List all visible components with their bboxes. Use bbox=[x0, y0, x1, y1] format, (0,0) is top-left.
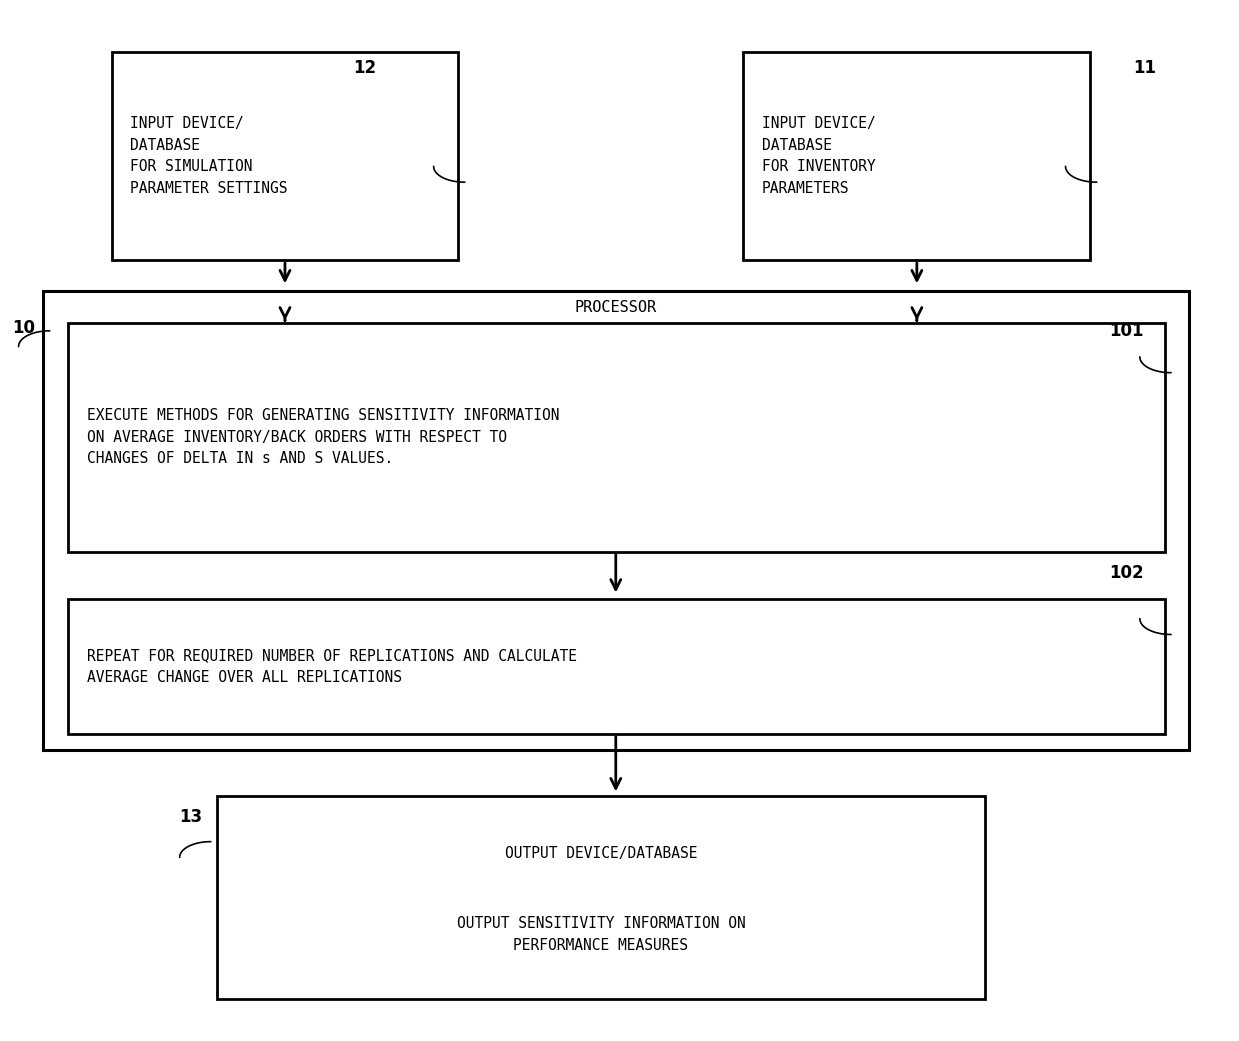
Text: OUTPUT SENSITIVITY INFORMATION ON
PERFORMANCE MEASURES: OUTPUT SENSITIVITY INFORMATION ON PERFOR… bbox=[456, 916, 746, 953]
Text: OUTPUT DEVICE/DATABASE: OUTPUT DEVICE/DATABASE bbox=[504, 845, 698, 861]
Bar bbox=[217, 796, 985, 999]
Text: INPUT DEVICE/
DATABASE
FOR INVENTORY
PARAMETERS: INPUT DEVICE/ DATABASE FOR INVENTORY PAR… bbox=[762, 117, 876, 196]
Bar bbox=[43, 291, 1189, 750]
Text: PROCESSOR: PROCESSOR bbox=[575, 300, 657, 314]
Text: 12: 12 bbox=[353, 58, 377, 77]
Text: 101: 101 bbox=[1109, 322, 1144, 340]
Text: EXECUTE METHODS FOR GENERATING SENSITIVITY INFORMATION
ON AVERAGE INVENTORY/BACK: EXECUTE METHODS FOR GENERATING SENSITIVI… bbox=[87, 408, 559, 466]
Text: 13: 13 bbox=[180, 808, 203, 827]
Bar bbox=[743, 52, 1090, 260]
Text: 10: 10 bbox=[12, 319, 36, 337]
Text: REPEAT FOR REQUIRED NUMBER OF REPLICATIONS AND CALCULATE
AVERAGE CHANGE OVER ALL: REPEAT FOR REQUIRED NUMBER OF REPLICATIO… bbox=[87, 648, 576, 685]
Text: 102: 102 bbox=[1109, 563, 1144, 582]
Bar bbox=[68, 599, 1165, 734]
Text: INPUT DEVICE/
DATABASE
FOR SIMULATION
PARAMETER SETTINGS: INPUT DEVICE/ DATABASE FOR SIMULATION PA… bbox=[130, 117, 287, 196]
Text: 11: 11 bbox=[1134, 58, 1157, 77]
Bar bbox=[68, 323, 1165, 552]
Bar bbox=[112, 52, 458, 260]
